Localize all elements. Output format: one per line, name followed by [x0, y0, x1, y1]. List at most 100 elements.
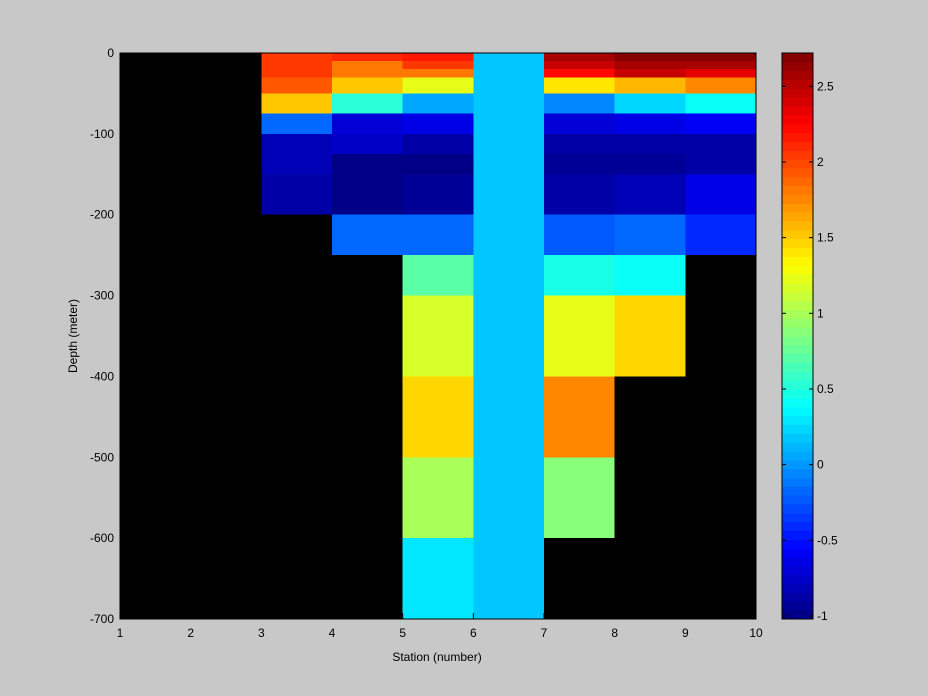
y-tick-label: 0: [107, 46, 114, 60]
heatmap-cell: [614, 69, 686, 78]
heatmap-cell: [402, 174, 474, 215]
colorbar-segment: [782, 97, 813, 107]
heatmap-cell: [402, 214, 474, 256]
y-tick-label: -700: [90, 612, 114, 626]
colorbar-tick-label: 2: [817, 155, 824, 169]
colorbar-segment: [782, 114, 813, 125]
heatmap-cell: [614, 77, 686, 94]
colorbar-segment: [782, 601, 813, 611]
colorbar-segment: [782, 459, 813, 470]
colorbar-segment: [782, 79, 813, 89]
heatmap-cell: [614, 53, 686, 62]
colorbar-segment: [782, 468, 813, 478]
y-tick-label: -400: [90, 369, 114, 383]
x-tick-label: 3: [258, 626, 265, 640]
heatmap-cell: [544, 133, 615, 155]
heatmap-cell: [332, 154, 403, 175]
x-tick-label: 4: [329, 626, 336, 640]
colorbar-segment: [782, 539, 813, 549]
plot-area: 1 2 3 4 5 6 7 8 9 10 0 -100 -200 -300 -400 -500 -600 -700: [90, 46, 763, 640]
colorbar-segment: [782, 194, 813, 204]
colorbar-segment: [782, 477, 813, 487]
heatmap-cell: [544, 113, 615, 134]
y-tick-label: -500: [90, 450, 114, 464]
heatmap-cell: [261, 77, 332, 94]
colorbar-segment: [782, 353, 813, 364]
colorbar-segment: [782, 610, 813, 620]
colorbar-segment: [782, 123, 813, 134]
colorbar-segment: [782, 247, 813, 257]
heatmap-cell: [544, 69, 615, 78]
colorbar-segment: [782, 565, 813, 576]
colorbar-segment: [782, 512, 813, 523]
heatmap-cell: [261, 61, 332, 78]
heatmap-cell: [261, 174, 332, 215]
colorbar-segment: [782, 557, 813, 567]
colorbar-segment: [782, 106, 813, 116]
colorbar-segment: [782, 592, 813, 602]
heatmap-cell: [261, 93, 332, 114]
heatmap-cell: [614, 61, 686, 70]
heatmap-cell: [544, 61, 615, 70]
colorbar-segment: [782, 362, 813, 372]
colorbar-segment: [782, 229, 813, 240]
colorbar-tick-label: 0.5: [817, 382, 834, 396]
heatmap-cell: [332, 93, 403, 114]
heatmap-cell: [685, 53, 756, 62]
colorbar-segment: [782, 61, 813, 72]
colorbar-segment: [782, 132, 813, 142]
heatmap-cell: [544, 295, 615, 377]
colorbar-segment: [782, 504, 813, 514]
heatmap-cell: [685, 77, 756, 94]
colorbar-segment: [782, 450, 813, 461]
x-tick-label: 6: [470, 626, 477, 640]
colorbar-tick-label: -1: [817, 609, 828, 623]
heatmap-cell: [685, 214, 756, 256]
x-tick-label: 7: [541, 626, 548, 640]
colorbar-segment: [782, 141, 813, 151]
heatmap-cell: [614, 295, 686, 377]
colorbar-segment: [782, 574, 813, 585]
x-tick-label: 10: [749, 626, 763, 640]
x-tick-label: 5: [399, 626, 406, 640]
colorbar-segment: [782, 300, 813, 310]
colorbar-segment: [782, 221, 813, 231]
heatmap-cell: [402, 69, 474, 78]
colorbar-segment: [782, 371, 813, 381]
colorbar-segment: [782, 88, 813, 98]
colorbar-segment: [782, 291, 813, 302]
colorbar-segment: [782, 150, 813, 160]
colorbar-segment: [782, 274, 813, 284]
heatmap-cell: [402, 61, 474, 70]
colorbar-segment: [782, 583, 813, 593]
colorbar-segment: [782, 282, 813, 293]
heatmap-cell: [544, 154, 615, 175]
x-axis-label: Station (number): [392, 650, 481, 664]
heatmap-cell: [261, 133, 332, 175]
heatmap-cell: [544, 53, 615, 62]
heatmap-cell: [614, 154, 686, 175]
y-axis-label: Depth (meter): [66, 299, 80, 373]
heatmap-cell: [402, 255, 474, 296]
colorbar-tick-label: 2.5: [817, 79, 834, 93]
colorbar-segment: [782, 424, 813, 434]
heatmap-cell: [332, 133, 403, 155]
heatmap-cell: [544, 93, 615, 114]
colorbar-segment: [782, 442, 813, 452]
heatmap-cell: [402, 538, 474, 619]
heatmap-cell: [614, 214, 686, 256]
colorbar-segment: [782, 548, 813, 558]
heatmap-cell: [332, 77, 403, 94]
colorbar-segment: [782, 530, 813, 540]
heatmap-cell: [614, 93, 686, 114]
x-tick-label: 1: [117, 626, 124, 640]
colorbar-segment: [782, 327, 813, 337]
heatmap-cell: [544, 376, 615, 458]
heatmap-cell: [402, 133, 474, 155]
colorbar-segment: [782, 433, 813, 443]
heatmap-cell: [332, 174, 403, 215]
heatmap-cell: [685, 61, 756, 70]
heatmap-cell: [261, 53, 332, 62]
colorbar-segment: [782, 344, 813, 355]
y-tick-label: -100: [90, 127, 114, 141]
